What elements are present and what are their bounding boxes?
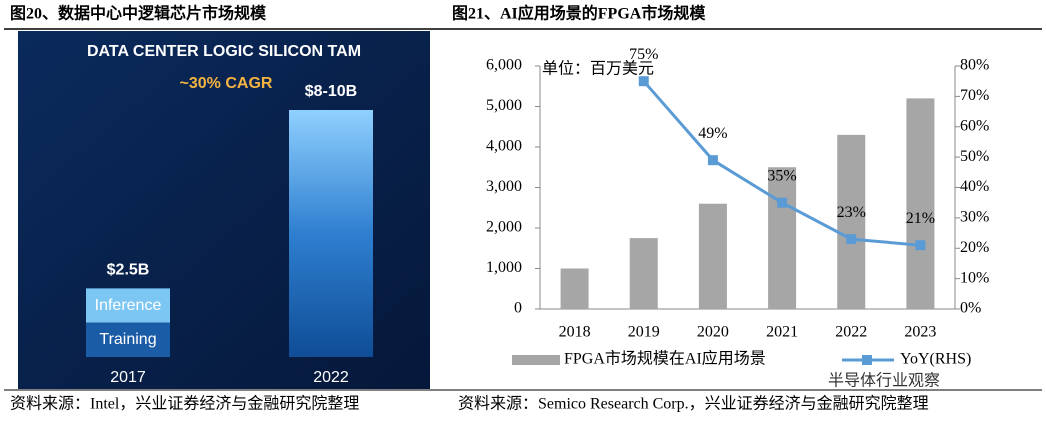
value-label: $2.5B xyxy=(107,262,150,279)
x-tick-label: 2018 xyxy=(559,324,591,341)
caption-source: 资料来源：Semico Research Corp.，兴业证券经济与金融研究院整… xyxy=(458,395,929,413)
value-label: 75% xyxy=(629,46,658,63)
legend-swatch xyxy=(512,355,560,365)
bar xyxy=(289,110,373,357)
caption-title: 图20、数据中心中逻辑芯片市场规模 xyxy=(10,4,267,23)
bar xyxy=(906,98,935,310)
legend-label: FPGA市场规模在AI应用场景 xyxy=(564,349,766,368)
y2-tick-label: 30% xyxy=(960,209,989,226)
y-tick-label: 1,000 xyxy=(486,259,522,276)
x-tick-label: 2023 xyxy=(904,324,936,341)
bar-segment xyxy=(86,288,170,323)
y-tick-label: 3,000 xyxy=(486,178,522,195)
x-tick-label: 2022 xyxy=(835,324,867,341)
line-marker xyxy=(915,240,926,251)
line-marker xyxy=(638,76,649,87)
x-tick-label: 2022 xyxy=(313,369,349,386)
line-marker xyxy=(846,234,857,245)
panel-title: DATA CENTER LOGIC SILICON TAM xyxy=(87,43,361,60)
caption-title: 图21、AI应用场景的FPGA市场规模 xyxy=(452,4,706,23)
caption-source: 资料来源：Intel，兴业证券经济与金融研究院整理 xyxy=(10,395,359,413)
value-label: 23% xyxy=(837,204,866,221)
y2-tick-label: 20% xyxy=(960,239,989,256)
y2-tick-label: 10% xyxy=(960,269,989,286)
bar-segment xyxy=(86,322,170,357)
x-tick-label: 2019 xyxy=(628,324,660,341)
y2-tick-label: 60% xyxy=(960,117,989,134)
bar xyxy=(768,167,797,309)
line-marker xyxy=(707,155,718,166)
y2-tick-label: 0% xyxy=(960,300,981,317)
y-tick-label: 5,000 xyxy=(486,97,522,114)
value-label: 35% xyxy=(767,167,796,184)
line-marker xyxy=(777,197,788,208)
y2-tick-label: 40% xyxy=(960,178,989,195)
bar xyxy=(698,203,727,309)
y2-tick-label: 50% xyxy=(960,148,989,165)
y2-tick-label: 70% xyxy=(960,87,989,104)
segment-label: Inference xyxy=(95,297,162,314)
y-tick-label: 0 xyxy=(514,300,522,317)
y-tick-label: 4,000 xyxy=(486,138,522,155)
bar xyxy=(837,134,866,309)
legend-label: YoY(RHS) xyxy=(900,351,971,368)
legend-swatch xyxy=(862,355,872,365)
annotation: 单位：百万美元 xyxy=(542,60,654,78)
watermark: 半导体行业观察 xyxy=(828,371,940,390)
bar xyxy=(629,238,658,309)
x-tick-label: 2021 xyxy=(766,324,798,341)
segment-label: Training xyxy=(99,331,156,348)
y-tick-label: 2,000 xyxy=(486,219,522,236)
y-tick-label: 6,000 xyxy=(486,57,522,74)
x-tick-label: 2017 xyxy=(110,369,146,386)
value-label: 49% xyxy=(698,125,727,142)
value-label: $8-10B xyxy=(305,83,357,100)
y2-tick-label: 80% xyxy=(960,57,989,74)
bar xyxy=(560,268,589,309)
annotation: ~30% CAGR xyxy=(180,75,273,92)
x-tick-label: 2020 xyxy=(697,324,729,341)
value-label: 21% xyxy=(906,210,935,227)
